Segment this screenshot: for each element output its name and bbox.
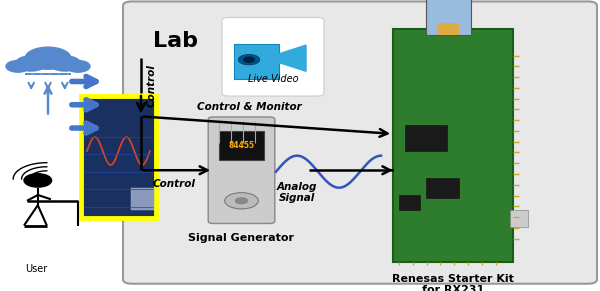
Text: Control: Control <box>147 64 157 107</box>
Text: User: User <box>25 264 47 274</box>
Bar <box>131 188 154 210</box>
Text: Live Video: Live Video <box>248 74 298 84</box>
Polygon shape <box>279 45 306 71</box>
Circle shape <box>24 174 52 187</box>
Bar <box>219 131 264 160</box>
Circle shape <box>6 61 30 72</box>
Bar <box>393 29 513 262</box>
Text: Lab: Lab <box>153 31 198 51</box>
Circle shape <box>49 56 80 71</box>
Bar <box>234 44 279 79</box>
Text: 84455: 84455 <box>229 141 254 150</box>
Circle shape <box>16 56 47 71</box>
Text: Control & Monitor: Control & Monitor <box>197 102 301 112</box>
Text: Analog
Signal: Analog Signal <box>277 182 317 203</box>
Bar <box>399 195 420 210</box>
Bar <box>426 178 459 198</box>
FancyBboxPatch shape <box>123 1 597 284</box>
Text: Signal Generator: Signal Generator <box>188 233 295 243</box>
Circle shape <box>25 47 71 69</box>
FancyBboxPatch shape <box>222 17 324 96</box>
Bar <box>510 210 528 227</box>
Circle shape <box>235 198 248 204</box>
Bar <box>438 23 459 35</box>
Bar <box>405 125 447 151</box>
Bar <box>426 0 471 35</box>
Circle shape <box>224 193 258 209</box>
Text: Renesas Starter Kit
for RX231: Renesas Starter Kit for RX231 <box>392 274 514 291</box>
Circle shape <box>238 54 260 65</box>
Text: Control: Control <box>152 179 196 189</box>
FancyBboxPatch shape <box>208 117 275 223</box>
Bar <box>81 96 156 218</box>
Circle shape <box>66 61 90 72</box>
Circle shape <box>244 57 254 62</box>
